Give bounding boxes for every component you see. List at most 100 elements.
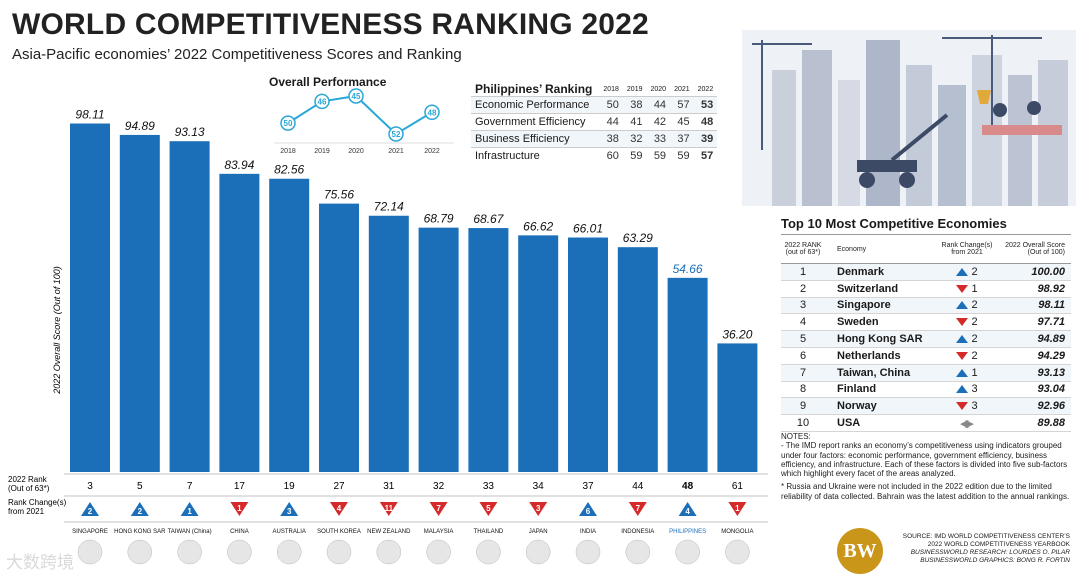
top10-change-value: 3 [971,383,978,396]
top10-rank: 9 [799,400,807,413]
arrow-down-icon [728,502,747,516]
top10-rank: 6 [799,349,807,362]
rank-change-value: 7 [636,504,641,513]
top10-economy: Singapore [837,299,891,312]
bar [568,237,608,472]
rank-value: 27 [333,481,345,492]
top10-change: 2 [935,316,999,328]
top10-economy: USA [837,417,861,430]
city-illustration [742,30,1076,206]
perf-year-label: 2022 [424,148,440,155]
rank-value: 48 [682,481,694,492]
ph-year-header: 2020 [650,85,667,93]
bar-value-label: 68.67 [473,212,504,226]
rank-change-value: 11 [385,504,394,513]
flag-icon [77,539,103,565]
top10-score: 92.96 [1037,400,1065,413]
country-label: THAILAND [474,529,504,535]
bar [617,247,658,472]
arrow-up-icon [956,335,969,344]
arrow-up-icon [280,502,299,516]
rank-value: 44 [632,481,644,492]
country-label: MALAYSIA [424,529,454,535]
arrow-down-icon [956,351,969,360]
bar-value-label: 66.01 [573,222,603,236]
flag-icon [525,539,551,565]
top10-score: 93.04 [1037,383,1065,396]
country-label: CHINA [230,529,249,535]
rank-value: 31 [383,481,395,492]
top10-rank: 1 [799,265,807,278]
philippines-ranking-table: Philippines’ Ranking 2018 2019 2020 2021… [471,82,718,164]
bar [70,123,110,472]
rank-change-value: 6 [586,507,591,516]
country-label: SINGAPORE [72,529,108,535]
rank-change-value: 5 [486,504,491,513]
top10-header-rank: 2022 RANK (out of 63*) [784,242,822,256]
bar-value-label: 72.14 [374,200,404,214]
bar-value-label: 66.62 [523,219,553,233]
country-label: MONGOLIA [721,529,753,535]
top10-score: 94.29 [1037,349,1065,362]
rank-value: 3 [87,481,93,492]
flag-icon [476,539,501,565]
perf-year-label: 2020 [348,148,364,155]
y-axis-label: 2022 Overall Score (Out of 100) [52,266,62,395]
top10-change-value: 2 [971,316,978,329]
rank-value: 61 [732,481,744,492]
bar [169,141,210,472]
top10-title: Top 10 Most Competitive Economies [781,216,1007,231]
ph-ranking-row: Economic Performance 50 38 44 57 53 [471,96,718,114]
ph-ranking-row: Business Efficiency 38 32 33 37 39 [471,130,718,148]
flag-icon [276,539,302,565]
perf-year-label: 2019 [314,148,330,155]
top10-row: 9 Norway 3 92.96 [781,398,1071,416]
top10-rank: 7 [799,366,807,379]
bar-value-label: 94.89 [125,119,155,133]
top10-economy: Denmark [837,265,885,278]
perf-point [424,104,440,121]
flag-icon [675,539,700,565]
top10-rank: 8 [799,383,807,396]
rank-change-value: 4 [337,504,342,513]
top10-header-change: Rank Change(s) from 2021 [941,242,993,256]
perf-point-label: 52 [392,130,401,139]
top10-score: 98.11 [1038,299,1065,312]
arrow-down-icon [429,502,448,516]
ph-year-header: 2022 [697,85,714,93]
top10-score: 97.71 [1037,316,1065,329]
top10-rank: 2 [799,282,807,295]
notes: NOTES: - The IMD report ranks an economy… [781,432,1071,501]
bar-value-label: 63.29 [623,231,653,245]
ph-ranking-label: Government Efficiency [475,116,586,128]
arrow-down-icon [628,502,647,516]
graphics-credit: BUSINESSWORLD GRAPHICS: BONG R. FORTIN [920,557,1070,564]
flag-icon [625,539,651,565]
arrow-down-icon [529,502,548,516]
rank-value: 17 [234,481,246,492]
arrow-up-icon [956,385,969,394]
rank-change-value: 3 [536,504,541,513]
ph-ranking-value: 48 [700,116,714,128]
flag-icon [376,539,402,565]
arrow-up-icon [956,368,969,377]
bar-value-label: 82.56 [274,163,304,177]
top10-row: 1 Denmark 2 100.00 [781,264,1071,281]
country-label: HONG KONG SAR [114,529,166,535]
top10-score: 93.13 [1037,366,1065,379]
perf-point-label: 46 [318,97,327,106]
top10-row: 2 Switzerland 1 98.92 [781,281,1071,298]
flag-icon [725,539,750,565]
perf-point [348,88,364,104]
flag-icon [426,539,451,565]
top10-score: 100.00 [1031,265,1065,278]
top10-rank: 5 [799,333,807,346]
top10-change: 2 [935,350,999,362]
top10-score: 98.92 [1037,282,1065,295]
flag-icon [227,539,252,565]
bar [219,173,260,473]
top10-change: 3 [935,383,999,395]
top10-change: 2 [935,333,999,345]
no-change-icon: ◀▶ [960,417,974,430]
ph-ranking-row: Government Efficiency 44 41 42 45 48 [471,113,718,131]
